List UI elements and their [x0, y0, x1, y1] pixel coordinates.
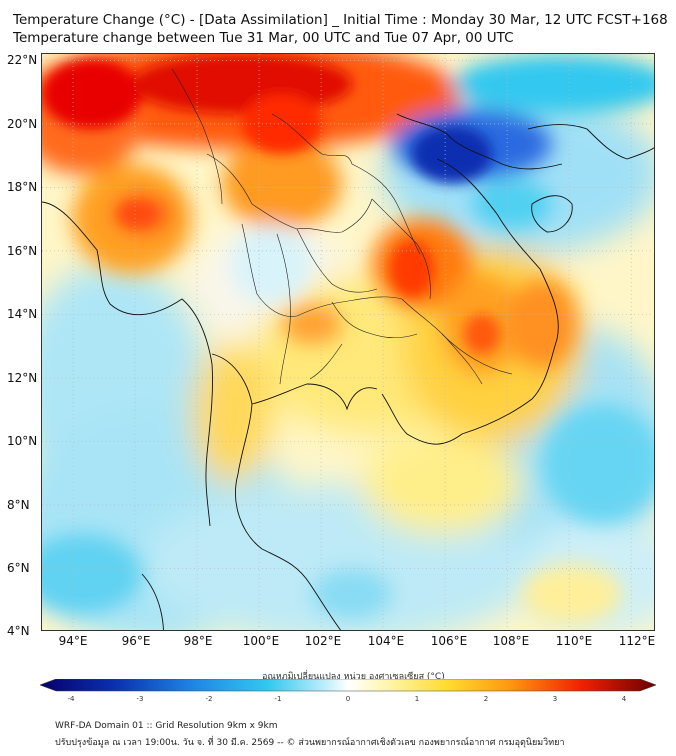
colorbar-label-1: 1	[414, 695, 420, 703]
field-cores	[42, 54, 500, 354]
lon-label-98: 98°E	[183, 634, 213, 648]
title-line-1: Temperature Change (°C) - [Data Assimila…	[13, 12, 668, 28]
lat-label-6: 6°N	[7, 561, 30, 575]
colorbar-label-neg3: -3	[136, 695, 144, 703]
lat-label-12: 12°N	[7, 371, 38, 385]
lat-label-8: 8°N	[7, 498, 30, 512]
lat-label-16: 16°N	[7, 244, 38, 258]
title-line-2: Temperature change between Tue 31 Mar, 0…	[13, 30, 514, 46]
grid-lines	[42, 54, 654, 630]
lat-label-14: 14°N	[7, 307, 38, 321]
lat-label-18: 18°N	[7, 180, 38, 194]
lat-label-22: 22°N	[7, 53, 38, 67]
lat-label-20: 20°N	[7, 117, 38, 131]
lon-label-104: 104°E	[367, 634, 405, 648]
colorbar-title: อุณหภูมิเปลี่ยนแปลง หน่วย องศาเซลเซียส (…	[262, 672, 445, 682]
map-panel	[41, 53, 655, 631]
colorbar-label-4: 4	[621, 695, 627, 703]
footer-model-info: WRF-DA Domain 01 :: Grid Resolution 9km …	[55, 721, 278, 731]
lon-label-108: 108°E	[492, 634, 530, 648]
colorbar-ramp	[40, 679, 656, 692]
colorbar	[40, 679, 656, 692]
lat-label-4: 4°N	[7, 624, 30, 638]
lon-label-110: 110°E	[555, 634, 593, 648]
coastlines	[42, 113, 654, 630]
lon-label-106: 106°E	[430, 634, 468, 648]
lon-label-100: 100°E	[242, 634, 280, 648]
colorbar-label-3: 3	[552, 695, 558, 703]
temperature-change-map	[42, 54, 654, 630]
footer-update-credit: ปรับปรุงข้อมูล ณ เวลา 19:00น. วัน จ. ที่…	[55, 738, 565, 748]
lon-label-94: 94°E	[58, 634, 88, 648]
lon-label-96: 96°E	[121, 634, 151, 648]
colorbar-label-0: 0	[345, 695, 351, 703]
colorbar-label-2: 2	[483, 695, 489, 703]
lon-label-112: 112°E	[618, 634, 656, 648]
lon-label-102: 102°E	[304, 634, 342, 648]
colorbar-label-neg4: -4	[67, 695, 75, 703]
admin-borders	[171, 68, 513, 385]
lat-label-10: 10°N	[7, 434, 38, 448]
colorbar-label-neg1: -1	[274, 695, 282, 703]
colorbar-label-neg2: -2	[205, 695, 213, 703]
